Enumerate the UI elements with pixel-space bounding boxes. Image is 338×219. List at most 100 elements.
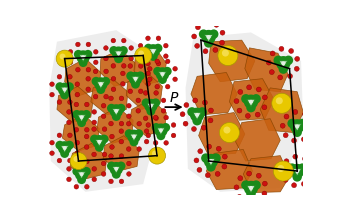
- Circle shape: [309, 120, 314, 124]
- Polygon shape: [230, 79, 274, 120]
- Circle shape: [110, 134, 114, 139]
- Polygon shape: [159, 72, 167, 79]
- Circle shape: [84, 145, 89, 149]
- Polygon shape: [293, 169, 301, 176]
- Circle shape: [204, 154, 218, 168]
- Circle shape: [86, 76, 91, 81]
- Circle shape: [149, 104, 153, 108]
- Ellipse shape: [109, 46, 118, 55]
- Circle shape: [173, 77, 177, 81]
- Circle shape: [111, 76, 116, 81]
- Circle shape: [109, 96, 113, 101]
- Circle shape: [281, 61, 285, 65]
- Circle shape: [136, 98, 141, 103]
- Circle shape: [244, 181, 258, 195]
- Circle shape: [295, 57, 300, 61]
- Circle shape: [68, 74, 72, 79]
- Circle shape: [280, 123, 285, 128]
- Polygon shape: [77, 172, 86, 179]
- Polygon shape: [245, 48, 288, 92]
- Circle shape: [213, 48, 218, 52]
- Circle shape: [114, 109, 118, 113]
- Polygon shape: [147, 103, 155, 110]
- Polygon shape: [97, 107, 133, 143]
- Circle shape: [156, 61, 161, 66]
- Circle shape: [86, 87, 91, 92]
- Circle shape: [237, 108, 242, 113]
- Polygon shape: [243, 156, 289, 193]
- Circle shape: [119, 96, 124, 101]
- Circle shape: [204, 20, 209, 25]
- Circle shape: [301, 137, 306, 142]
- Ellipse shape: [83, 50, 92, 59]
- Circle shape: [109, 179, 113, 184]
- Ellipse shape: [246, 189, 256, 199]
- Circle shape: [137, 121, 142, 126]
- Circle shape: [256, 87, 261, 92]
- Circle shape: [154, 124, 168, 137]
- Circle shape: [119, 179, 124, 184]
- Circle shape: [237, 194, 242, 199]
- Polygon shape: [279, 61, 288, 68]
- Circle shape: [136, 109, 141, 113]
- Circle shape: [146, 133, 150, 138]
- Polygon shape: [199, 113, 245, 156]
- Circle shape: [222, 49, 229, 57]
- Circle shape: [195, 25, 200, 30]
- Circle shape: [102, 152, 107, 157]
- Ellipse shape: [199, 29, 208, 39]
- Ellipse shape: [96, 85, 105, 94]
- Polygon shape: [206, 150, 252, 189]
- Ellipse shape: [206, 162, 216, 172]
- Circle shape: [139, 64, 143, 68]
- Polygon shape: [209, 40, 255, 82]
- Circle shape: [111, 64, 116, 68]
- Circle shape: [50, 140, 54, 145]
- Circle shape: [84, 127, 89, 132]
- Circle shape: [153, 115, 158, 120]
- Circle shape: [57, 100, 62, 104]
- Circle shape: [74, 184, 79, 189]
- Circle shape: [290, 164, 305, 178]
- Polygon shape: [157, 128, 165, 135]
- Ellipse shape: [107, 104, 116, 113]
- Circle shape: [84, 159, 89, 164]
- Polygon shape: [49, 30, 160, 192]
- Circle shape: [84, 102, 89, 107]
- Polygon shape: [95, 140, 103, 147]
- Circle shape: [56, 50, 73, 67]
- Circle shape: [58, 83, 71, 96]
- Circle shape: [146, 81, 150, 86]
- Circle shape: [144, 99, 158, 112]
- Circle shape: [201, 125, 206, 130]
- Circle shape: [75, 140, 80, 145]
- Ellipse shape: [201, 153, 211, 163]
- Circle shape: [218, 46, 238, 65]
- Circle shape: [262, 181, 267, 186]
- Circle shape: [143, 91, 148, 95]
- Ellipse shape: [129, 138, 138, 146]
- Circle shape: [206, 173, 210, 178]
- Circle shape: [155, 59, 160, 64]
- Circle shape: [67, 110, 71, 114]
- Ellipse shape: [60, 149, 69, 158]
- Circle shape: [92, 177, 97, 182]
- Circle shape: [101, 161, 106, 166]
- Circle shape: [207, 144, 212, 149]
- Circle shape: [269, 70, 274, 74]
- Polygon shape: [97, 82, 105, 89]
- Ellipse shape: [72, 110, 81, 119]
- Ellipse shape: [211, 153, 221, 163]
- Circle shape: [208, 118, 213, 123]
- Ellipse shape: [82, 110, 91, 119]
- Circle shape: [94, 49, 98, 54]
- Circle shape: [293, 154, 298, 159]
- Circle shape: [68, 100, 72, 104]
- Ellipse shape: [82, 167, 91, 176]
- Circle shape: [75, 92, 80, 97]
- Circle shape: [84, 134, 89, 139]
- Ellipse shape: [153, 44, 163, 53]
- Ellipse shape: [60, 90, 69, 99]
- Polygon shape: [191, 72, 237, 115]
- Circle shape: [75, 151, 80, 155]
